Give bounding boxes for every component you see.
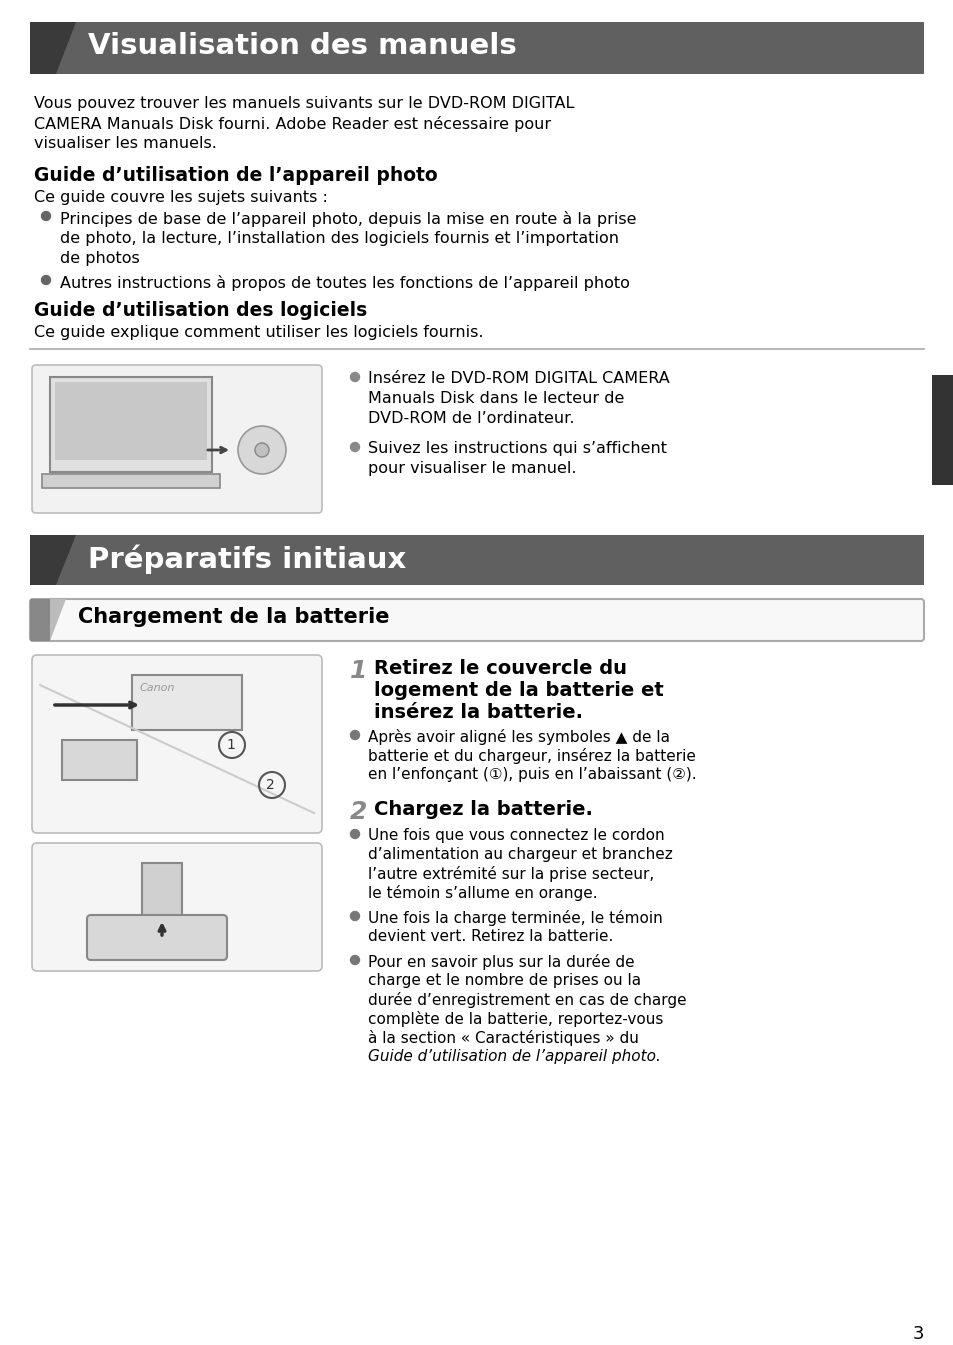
- Circle shape: [237, 426, 286, 473]
- Circle shape: [350, 955, 359, 964]
- FancyBboxPatch shape: [87, 915, 227, 960]
- Text: 2: 2: [350, 800, 367, 824]
- Bar: [50, 377, 212, 472]
- Text: Ce guide couvre les sujets suivants :: Ce guide couvre les sujets suivants :: [34, 190, 328, 204]
- Polygon shape: [56, 22, 76, 74]
- Circle shape: [350, 730, 359, 740]
- Text: Pour en savoir plus sur la durée de: Pour en savoir plus sur la durée de: [368, 954, 634, 970]
- Text: 1: 1: [350, 659, 367, 683]
- Text: Préparatifs initiaux: Préparatifs initiaux: [88, 545, 406, 574]
- Text: 2: 2: [266, 777, 274, 792]
- Bar: [42, 473, 220, 488]
- Bar: [142, 863, 182, 919]
- Text: Après avoir aligné les symboles ▲ de la: Après avoir aligné les symboles ▲ de la: [368, 729, 669, 745]
- Text: Manuals Disk dans le lecteur de: Manuals Disk dans le lecteur de: [368, 391, 623, 406]
- Text: Retirez le couvercle du: Retirez le couvercle du: [374, 659, 626, 678]
- Text: Suivez les instructions qui s’affichent: Suivez les instructions qui s’affichent: [368, 441, 666, 456]
- Bar: [30, 535, 923, 585]
- Bar: [55, 382, 207, 460]
- Bar: [931, 375, 953, 486]
- Text: durée d’enregistrement en cas de charge: durée d’enregistrement en cas de charge: [368, 993, 686, 1007]
- Circle shape: [350, 830, 359, 838]
- Text: 3: 3: [911, 1325, 923, 1344]
- Text: en l’enfonçant (①), puis en l’abaissant (②).: en l’enfonçant (①), puis en l’abaissant …: [368, 767, 696, 781]
- Text: Guide d’utilisation de l’appareil photo: Guide d’utilisation de l’appareil photo: [34, 165, 437, 186]
- Bar: [132, 675, 242, 730]
- Text: Visualisation des manuels: Visualisation des manuels: [88, 32, 517, 61]
- Circle shape: [42, 276, 51, 285]
- Text: insérez la batterie.: insérez la batterie.: [374, 703, 582, 722]
- Text: l’autre extrémité sur la prise secteur,: l’autre extrémité sur la prise secteur,: [368, 866, 654, 882]
- Text: DVD-ROM de l’ordinateur.: DVD-ROM de l’ordinateur.: [368, 412, 574, 426]
- Circle shape: [254, 443, 269, 457]
- Text: Insérez le DVD-ROM DIGITAL CAMERA: Insérez le DVD-ROM DIGITAL CAMERA: [368, 371, 669, 386]
- Text: batterie et du chargeur, insérez la batterie: batterie et du chargeur, insérez la batt…: [368, 748, 695, 764]
- Text: devient vert. Retirez la batterie.: devient vert. Retirez la batterie.: [368, 929, 613, 944]
- Text: Vous pouvez trouver les manuels suivants sur le DVD-ROM DIGITAL: Vous pouvez trouver les manuels suivants…: [34, 95, 574, 112]
- Text: Guide d’utilisation des logiciels: Guide d’utilisation des logiciels: [34, 301, 367, 320]
- FancyBboxPatch shape: [30, 599, 923, 642]
- FancyBboxPatch shape: [32, 843, 322, 971]
- Polygon shape: [50, 599, 66, 642]
- Text: le témoin s’allume en orange.: le témoin s’allume en orange.: [368, 885, 597, 901]
- Text: logement de la batterie et: logement de la batterie et: [374, 681, 663, 699]
- Polygon shape: [56, 535, 76, 585]
- Circle shape: [350, 443, 359, 452]
- Text: 1: 1: [226, 738, 234, 752]
- Circle shape: [42, 211, 51, 221]
- Circle shape: [350, 912, 359, 920]
- Text: de photos: de photos: [60, 252, 139, 266]
- FancyBboxPatch shape: [32, 364, 322, 512]
- Text: Chargement de la batterie: Chargement de la batterie: [78, 607, 389, 627]
- Text: Chargez la batterie.: Chargez la batterie.: [374, 800, 592, 819]
- FancyBboxPatch shape: [32, 655, 322, 833]
- Text: à la section « Caractéristiques » du: à la section « Caractéristiques » du: [368, 1030, 639, 1046]
- Bar: [30, 599, 50, 642]
- Text: charge et le nombre de prises ou la: charge et le nombre de prises ou la: [368, 972, 640, 989]
- Text: complète de la batterie, reportez-vous: complète de la batterie, reportez-vous: [368, 1011, 662, 1028]
- Text: Autres instructions à propos de toutes les fonctions de l’appareil photo: Autres instructions à propos de toutes l…: [60, 274, 629, 291]
- Bar: [30, 22, 56, 74]
- Bar: [30, 22, 923, 74]
- Text: Principes de base de l’appareil photo, depuis la mise en route à la prise: Principes de base de l’appareil photo, d…: [60, 211, 636, 227]
- Bar: [62, 740, 137, 780]
- Text: Ce guide explique comment utiliser les logiciels fournis.: Ce guide explique comment utiliser les l…: [34, 325, 483, 340]
- Text: d’alimentation au chargeur et branchez: d’alimentation au chargeur et branchez: [368, 847, 672, 862]
- Text: Une fois que vous connectez le cordon: Une fois que vous connectez le cordon: [368, 829, 664, 843]
- Text: Une fois la charge terminée, le témoin: Une fois la charge terminée, le témoin: [368, 911, 662, 925]
- Text: pour visualiser le manuel.: pour visualiser le manuel.: [368, 461, 576, 476]
- Circle shape: [350, 373, 359, 382]
- Text: Guide d’utilisation de l’appareil photo.: Guide d’utilisation de l’appareil photo.: [368, 1049, 660, 1064]
- Text: de photo, la lecture, l’installation des logiciels fournis et l’importation: de photo, la lecture, l’installation des…: [60, 231, 618, 246]
- Text: Canon: Canon: [140, 683, 175, 693]
- Text: visualiser les manuels.: visualiser les manuels.: [34, 136, 216, 151]
- Bar: [30, 535, 56, 585]
- Text: CAMERA Manuals Disk fourni. Adobe Reader est nécessaire pour: CAMERA Manuals Disk fourni. Adobe Reader…: [34, 116, 551, 132]
